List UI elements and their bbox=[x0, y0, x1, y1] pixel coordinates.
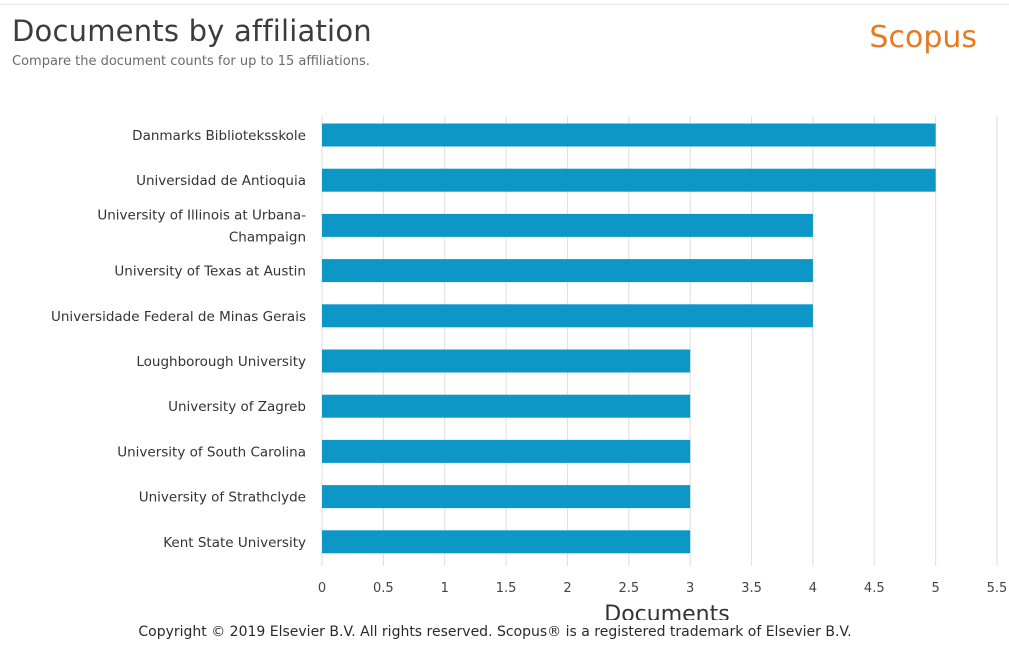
category-label: University of Strathclyde bbox=[139, 490, 306, 506]
category-label-line: University of Zagreb bbox=[168, 399, 306, 415]
category-label: Loughborough University bbox=[136, 354, 306, 370]
category-label-line: University of Illinois at Urbana- bbox=[97, 207, 306, 223]
bar[interactable] bbox=[322, 530, 691, 554]
category-label-line: Champaign bbox=[229, 229, 306, 245]
x-axis-title: Documents bbox=[604, 602, 729, 620]
category-label: Universidade Federal de Minas Gerais bbox=[51, 309, 306, 325]
x-tick-label: 1 bbox=[441, 581, 449, 596]
category-label: Danmarks Biblioteksskole bbox=[132, 128, 306, 144]
category-label: University of Illinois at Urbana- Champai… bbox=[97, 207, 306, 245]
category-label: Universidad de Antioquia bbox=[136, 173, 306, 189]
x-tick-label: 1.5 bbox=[496, 581, 517, 596]
category-label-line: University of Strathclyde bbox=[139, 490, 306, 506]
category-label: Kent State University bbox=[163, 535, 306, 551]
bar[interactable] bbox=[322, 394, 691, 418]
x-tick-label: 2.5 bbox=[618, 581, 639, 596]
scopus-logo: Scopus bbox=[869, 20, 977, 55]
category-label-line: Universidade Federal de Minas Gerais bbox=[51, 309, 306, 325]
x-tick-label: 3.5 bbox=[741, 581, 762, 596]
x-tick-label: 0.5 bbox=[373, 581, 394, 596]
bar-chart: Danmarks Biblioteksskole Universidad de A… bbox=[51, 116, 1007, 620]
bar[interactable] bbox=[322, 168, 936, 192]
x-tick-label: 0 bbox=[318, 581, 326, 596]
bar[interactable] bbox=[322, 349, 691, 373]
x-tick-label: 5.5 bbox=[987, 581, 1008, 596]
bar[interactable] bbox=[322, 485, 691, 509]
bar[interactable] bbox=[322, 123, 936, 147]
x-tick-label: 2 bbox=[563, 581, 571, 596]
category-label: University of Texas at Austin bbox=[114, 264, 306, 280]
x-tick-label: 5 bbox=[931, 581, 939, 596]
category-label-line: Loughborough University bbox=[136, 354, 306, 370]
category-label-line: University of South Carolina bbox=[117, 444, 306, 460]
bars bbox=[322, 123, 936, 554]
x-tick-label: 3 bbox=[686, 581, 694, 596]
category-label: University of Zagreb bbox=[168, 399, 306, 415]
chart-title: Documents by affiliation bbox=[12, 14, 372, 48]
header-divider bbox=[0, 4, 1009, 5]
category-label-line: Danmarks Biblioteksskole bbox=[132, 128, 306, 144]
bar[interactable] bbox=[322, 304, 813, 328]
category-label-line: Kent State University bbox=[163, 535, 306, 551]
category-label-line: Universidad de Antioquia bbox=[136, 173, 306, 189]
chart-subtitle: Compare the document counts for up to 15… bbox=[12, 54, 370, 69]
category-label: University of South Carolina bbox=[117, 444, 306, 460]
category-labels: Danmarks Biblioteksskole Universidad de A… bbox=[51, 128, 306, 551]
category-label-line: University of Texas at Austin bbox=[114, 264, 306, 280]
copyright-notice: Copyright © 2019 Elsevier B.V. All right… bbox=[138, 624, 852, 640]
bar[interactable] bbox=[322, 213, 813, 237]
x-tick-label: 4.5 bbox=[864, 581, 885, 596]
x-tick-label: 4 bbox=[809, 581, 817, 596]
bar[interactable] bbox=[322, 259, 813, 283]
x-tick-labels: 0 0.5 1 1.5 2 2.5 3 3.5 4 4.5 5 5.5 bbox=[318, 581, 1007, 596]
bar[interactable] bbox=[322, 439, 691, 463]
